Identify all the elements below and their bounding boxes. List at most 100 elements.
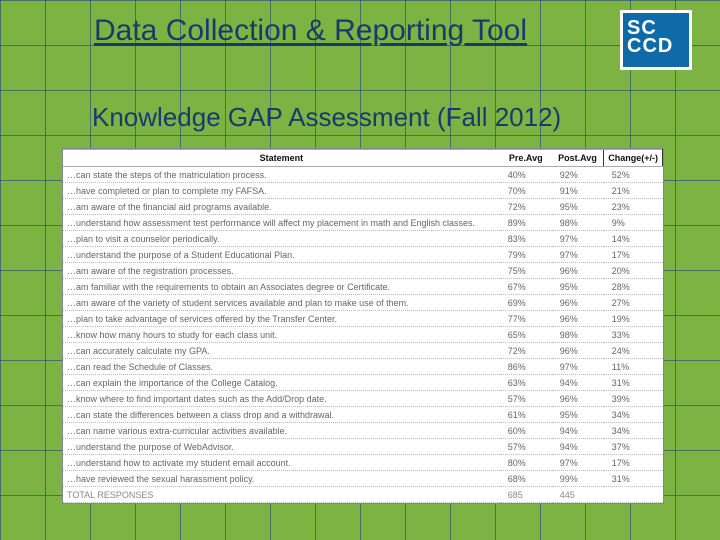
table-row: …am familiar with the requirements to ob… [63, 279, 663, 295]
cell-statement: …know how many hours to study for each c… [63, 327, 500, 343]
cell-statement: …can state the steps of the matriculatio… [63, 167, 500, 183]
cell-postavg: 97% [552, 455, 604, 471]
cell-change: 14% [604, 231, 663, 247]
cell-statement: …can accurately calculate my GPA. [63, 343, 500, 359]
cell-postavg: 98% [552, 327, 604, 343]
cell-postavg: 96% [552, 263, 604, 279]
cell-postavg: 91% [552, 183, 604, 199]
cell-preavg: 685 [500, 487, 552, 503]
cell-preavg: 72% [500, 199, 552, 215]
col-postavg: Post.Avg [552, 150, 604, 167]
table-row: …can state the steps of the matriculatio… [63, 167, 663, 183]
table-row: …have completed or plan to complete my F… [63, 183, 663, 199]
cell-change: 17% [604, 455, 663, 471]
cell-preavg: 67% [500, 279, 552, 295]
cell-statement: …plan to visit a counselor periodically. [63, 231, 500, 247]
cell-change [604, 487, 663, 503]
cell-change: 17% [604, 247, 663, 263]
table-row: …can explain the importance of the Colle… [63, 375, 663, 391]
table-row: …have reviewed the sexual harassment pol… [63, 471, 663, 487]
cell-postavg: 96% [552, 295, 604, 311]
cell-statement: …have reviewed the sexual harassment pol… [63, 471, 500, 487]
col-change: Change(+/-) [604, 150, 663, 167]
cell-change: 11% [604, 359, 663, 375]
logo-text: SCCCD [627, 17, 673, 57]
cell-statement: …understand the purpose of WebAdvisor. [63, 439, 500, 455]
cell-preavg: 70% [500, 183, 552, 199]
cell-postavg: 96% [552, 391, 604, 407]
cell-change: 28% [604, 279, 663, 295]
cell-preavg: 79% [500, 247, 552, 263]
cell-postavg: 94% [552, 375, 604, 391]
cell-postavg: 95% [552, 279, 604, 295]
cell-statement: …can name various extra-curricular activ… [63, 423, 500, 439]
col-preavg: Pre.Avg [500, 150, 552, 167]
cell-preavg: 75% [500, 263, 552, 279]
cell-statement: TOTAL RESPONSES [63, 487, 500, 503]
table-row: …am aware of the financial aid programs … [63, 199, 663, 215]
cell-statement: …understand how assessment test performa… [63, 215, 500, 231]
cell-statement: …am aware of the variety of student serv… [63, 295, 500, 311]
cell-change: 9% [604, 215, 663, 231]
cell-statement: …am aware of the registration processes. [63, 263, 500, 279]
table-row: …understand the purpose of WebAdvisor.57… [63, 439, 663, 455]
cell-preavg: 63% [500, 375, 552, 391]
cell-preavg: 68% [500, 471, 552, 487]
cell-postavg: 95% [552, 199, 604, 215]
table-row: …know how many hours to study for each c… [63, 327, 663, 343]
cell-preavg: 72% [500, 343, 552, 359]
cell-postavg: 97% [552, 247, 604, 263]
cell-change: 20% [604, 263, 663, 279]
table-header-row: Statement Pre.Avg Post.Avg Change(+/-) [63, 150, 663, 167]
cell-postavg: 92% [552, 167, 604, 183]
col-statement: Statement [63, 150, 500, 167]
logo: SCCCD [620, 10, 692, 70]
cell-preavg: 61% [500, 407, 552, 423]
cell-change: 27% [604, 295, 663, 311]
cell-preavg: 40% [500, 167, 552, 183]
cell-preavg: 89% [500, 215, 552, 231]
cell-preavg: 57% [500, 439, 552, 455]
cell-postavg: 445 [552, 487, 604, 503]
cell-change: 34% [604, 423, 663, 439]
cell-statement: …can explain the importance of the Colle… [63, 375, 500, 391]
cell-change: 31% [604, 375, 663, 391]
table-row: …can name various extra-curricular activ… [63, 423, 663, 439]
table-row: …can state the differences between a cla… [63, 407, 663, 423]
cell-statement: …have completed or plan to complete my F… [63, 183, 500, 199]
table-row: …understand the purpose of a Student Edu… [63, 247, 663, 263]
cell-change: 23% [604, 199, 663, 215]
cell-postavg: 96% [552, 343, 604, 359]
cell-preavg: 80% [500, 455, 552, 471]
cell-change: 33% [604, 327, 663, 343]
cell-postavg: 94% [552, 439, 604, 455]
page-title: Data Collection & Reporting Tool [94, 14, 527, 48]
table-row: …am aware of the registration processes.… [63, 263, 663, 279]
cell-statement: …know where to find important dates such… [63, 391, 500, 407]
cell-preavg: 77% [500, 311, 552, 327]
cell-statement: …am familiar with the requirements to ob… [63, 279, 500, 295]
table-row: …understand how assessment test performa… [63, 215, 663, 231]
cell-postavg: 97% [552, 359, 604, 375]
cell-statement: …plan to take advantage of services offe… [63, 311, 500, 327]
cell-postavg: 96% [552, 311, 604, 327]
table-row: …am aware of the variety of student serv… [63, 295, 663, 311]
cell-statement: …can read the Schedule of Classes. [63, 359, 500, 375]
cell-postavg: 98% [552, 215, 604, 231]
cell-postavg: 95% [552, 407, 604, 423]
cell-postavg: 97% [552, 231, 604, 247]
cell-postavg: 99% [552, 471, 604, 487]
table-row: …know where to find important dates such… [63, 391, 663, 407]
cell-change: 52% [604, 167, 663, 183]
table-row: …plan to visit a counselor periodically.… [63, 231, 663, 247]
cell-change: 31% [604, 471, 663, 487]
cell-preavg: 65% [500, 327, 552, 343]
cell-change: 34% [604, 407, 663, 423]
cell-preavg: 86% [500, 359, 552, 375]
cell-change: 19% [604, 311, 663, 327]
cell-preavg: 69% [500, 295, 552, 311]
cell-statement: …understand the purpose of a Student Edu… [63, 247, 500, 263]
cell-change: 37% [604, 439, 663, 455]
table-row: …understand how to activate my student e… [63, 455, 663, 471]
cell-statement: …am aware of the financial aid programs … [63, 199, 500, 215]
